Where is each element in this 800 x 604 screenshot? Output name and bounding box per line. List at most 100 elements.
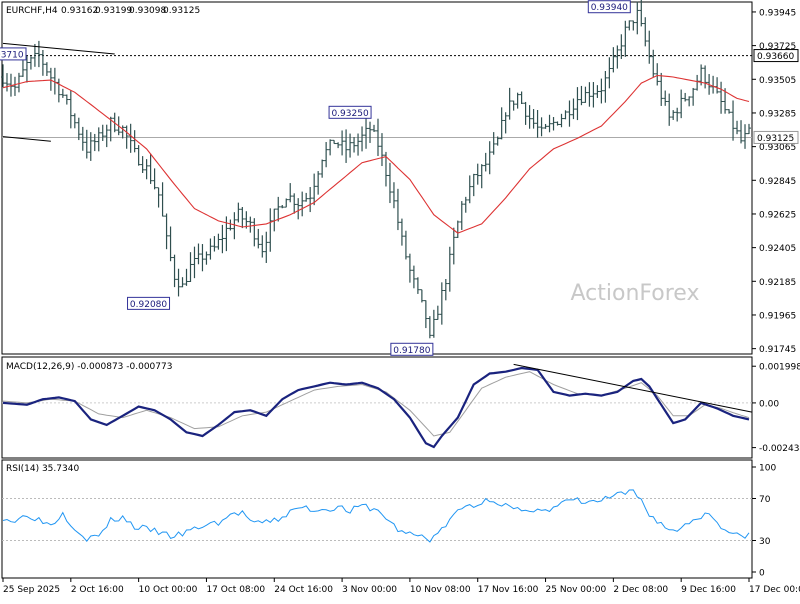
- ohlc-bar: [24, 56, 29, 83]
- ohlc-bar: [631, 20, 636, 31]
- ohlc-bar: [296, 198, 301, 220]
- ohlc-bar: [627, 20, 632, 31]
- price-annotation-box: [390, 342, 434, 356]
- ohlc-bar: [124, 125, 129, 149]
- ohlc-bar: [659, 72, 664, 106]
- macd-y-tick-label: 0.00: [759, 399, 779, 409]
- ohlc-bar: [372, 124, 377, 132]
- ohlc-bar: [639, 0, 644, 27]
- ohlc-bar: [100, 124, 105, 141]
- price-annotation-label: 0.91780: [393, 346, 430, 356]
- ohlc-bar: [200, 244, 205, 272]
- ohlc-bar: [587, 82, 592, 107]
- x-tick-label: 25 Sep 2025: [3, 585, 60, 595]
- price-y-tick-label: 0.92185: [759, 278, 796, 288]
- ohlc-bar: [20, 60, 25, 77]
- ohlc-bar: [356, 133, 361, 156]
- ohlc-bar: [635, 1, 640, 35]
- ohlc-bar: [703, 65, 708, 89]
- ohlc-bar: [475, 163, 480, 185]
- price-annotation-label: 0.92080: [130, 300, 167, 310]
- ohlc-bar: [539, 117, 544, 137]
- ohlc-bar: [623, 20, 628, 57]
- ohlc-bar: [44, 62, 49, 77]
- rsi-y-tick-label: 0: [759, 569, 765, 579]
- ohlc-bar: [188, 252, 193, 282]
- ohlc-bar: [447, 246, 452, 292]
- macd-panel: 0.001998 0.00 -0.002434 MACD(12,26,9) -0.00…: [2, 362, 800, 454]
- ohlc-bar: [523, 101, 528, 125]
- x-tick-label: 3 Nov 00:00: [342, 585, 397, 595]
- ohlc-bar: [559, 113, 564, 128]
- ohlc-bar: [727, 109, 732, 114]
- ohlc-bar: [411, 265, 416, 289]
- ohlc-bar: [383, 151, 388, 187]
- panel-frame-1: [1, 1, 753, 355]
- ohlc-bar: [719, 81, 724, 114]
- ohlc-bar: [499, 107, 504, 140]
- ohlc-bar: [268, 208, 273, 252]
- ohlc-bar: [72, 113, 77, 129]
- ohlc-bar: [611, 47, 616, 73]
- rsi-y-tick-label: 70: [759, 495, 771, 505]
- ohlc-bar: [711, 75, 716, 94]
- ohlc-bar: [84, 129, 89, 159]
- ohlc-bar: [288, 183, 293, 203]
- price-annotation-label: 0.93940: [591, 3, 628, 13]
- price-y-tick-label: 0.93725: [759, 42, 796, 52]
- ohlc-bar: [80, 126, 85, 151]
- ohlc-bar: [340, 130, 345, 156]
- ohlc-bar: [104, 124, 109, 148]
- ohlc-bar: [4, 73, 9, 92]
- ohlc-bar: [555, 121, 560, 126]
- rsi-title: RSI(14) 35.7340: [6, 464, 79, 474]
- ohlc-bar: [715, 77, 720, 94]
- price-y-tick-label: 0.91965: [759, 311, 796, 321]
- ohlc-bar: [399, 218, 404, 246]
- ohlc-bar: [204, 251, 209, 265]
- ohlc-bar: [348, 133, 353, 158]
- ohlc-bar: [667, 93, 672, 126]
- price-y-tick-label: 0.91745: [759, 345, 796, 355]
- ohlc-bar: [216, 233, 221, 250]
- ohlc-bar: [527, 105, 532, 129]
- ohlc-bar: [603, 71, 608, 103]
- watermark: ActionForex: [571, 281, 700, 306]
- ohlc-bar: [507, 87, 512, 120]
- ohlc-bar: [495, 136, 500, 146]
- ohlc-bar: [647, 30, 652, 64]
- price-annotation-box: [328, 105, 372, 119]
- ohlc-bar: [415, 277, 420, 294]
- ohlc-bar: [316, 171, 321, 195]
- x-axis: 25 Sep 2025 2 Oct 16:00 10 Oct 00:00 17 Oct…: [2, 578, 800, 595]
- ohlc-bar: [132, 130, 137, 153]
- ohlc-bar: [48, 67, 53, 91]
- ohlc-bar: [256, 228, 261, 249]
- ohlc-bar: [252, 218, 257, 247]
- ohlc-bar: [220, 224, 225, 254]
- price-y-tick-label: 0.92625: [759, 210, 796, 220]
- ohlc-bar: [443, 278, 448, 301]
- ohlc-bar: [336, 142, 341, 149]
- ohlc-bar: [679, 89, 684, 119]
- price-y-tick-label: 0.93065: [759, 143, 796, 153]
- ohlc-bar: [88, 132, 93, 161]
- rsi-panel: 100 70 30 0 RSI(14) 35.7340: [2, 464, 776, 579]
- price-trendline: [2, 136, 51, 142]
- ohlc-bar: [375, 118, 380, 157]
- x-tick-label: 17 Oct 08:00: [206, 585, 265, 595]
- ohlc-bar: [276, 196, 281, 222]
- ohlc-bar: [655, 63, 660, 86]
- ohlc-bar: [196, 243, 201, 265]
- ohlc-bar: [184, 268, 189, 286]
- ohlc-bar: [56, 78, 61, 103]
- ohlc-bar: [172, 254, 177, 288]
- header-close: 0.93125: [163, 6, 200, 16]
- ohlc-bar: [352, 137, 357, 153]
- price-trendline: [2, 42, 115, 55]
- ohlc-bar: [535, 109, 540, 138]
- ohlc-bar: [64, 94, 69, 105]
- macd-y-tick-label: 0.001998: [759, 363, 800, 373]
